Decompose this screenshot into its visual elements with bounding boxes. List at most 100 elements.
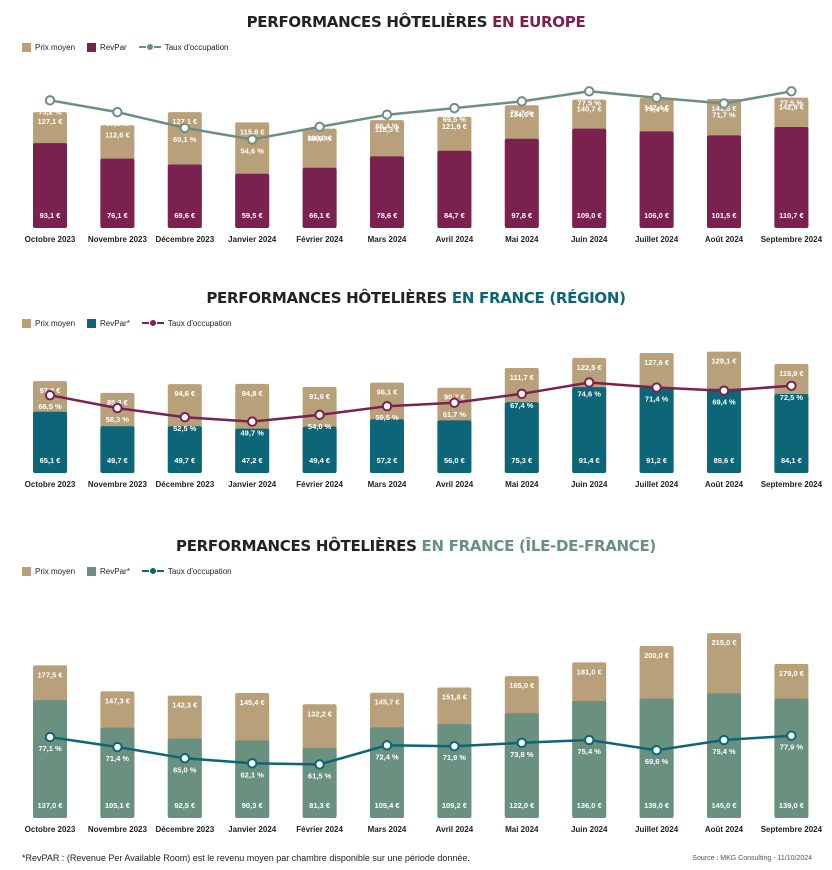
bar-revpar xyxy=(639,131,674,228)
label-revpar: 75,3 € xyxy=(511,456,533,465)
label-revpar: 105,4 € xyxy=(374,801,400,810)
label-occupancy: 71,9 % xyxy=(443,753,467,762)
label-occupancy: 71,4 % xyxy=(106,754,130,763)
legend-item-price: Prix moyen xyxy=(22,318,75,328)
point-occupancy xyxy=(44,390,56,401)
legend-label-revpar: RevPar* xyxy=(100,566,130,576)
label-price: 132,2 € xyxy=(307,709,333,718)
tick-label: Mai 2024 xyxy=(505,480,539,489)
tick-label: Mai 2024 xyxy=(505,825,539,834)
tick-label: Avril 2024 xyxy=(436,235,474,244)
legend-swatch-price xyxy=(22,42,31,52)
legend-swatch-revpar xyxy=(87,318,97,328)
bar-revpar xyxy=(774,393,809,473)
label-revpar: 93,1 € xyxy=(40,211,62,220)
label-price: 177,5 € xyxy=(37,670,63,679)
label-revpar: 106,0 € xyxy=(644,211,670,220)
label-revpar: 66,1 € xyxy=(309,211,331,220)
legend-swatch-price xyxy=(22,318,31,328)
label-revpar: 59,5 € xyxy=(242,211,264,220)
bar-revpar xyxy=(437,150,472,228)
bar-revpar xyxy=(707,135,741,228)
label-occupancy: 60,1 % xyxy=(173,135,197,144)
legend-item-revpar: RevPar xyxy=(87,42,127,52)
point-occupancy xyxy=(247,758,258,769)
point-occupancy xyxy=(247,416,258,427)
legend-item-revpar: RevPar* xyxy=(87,566,130,576)
tick-label: Janvier 2024 xyxy=(228,825,277,834)
label-revpar: 97,8 € xyxy=(511,211,533,220)
label-price: 140,7 € xyxy=(577,105,603,114)
bar-revpar xyxy=(639,387,674,473)
label-occupancy: 77,5 % xyxy=(780,98,804,107)
legend-label-price: Prix moyen xyxy=(35,566,76,576)
label-price: 127,1 € xyxy=(37,117,63,126)
label-revpar: 91,4 € xyxy=(579,456,601,465)
legend-label-occupancy: Taux d'occupation xyxy=(167,318,232,328)
tick-label: Janvier 2024 xyxy=(228,235,277,244)
point-occupancy xyxy=(314,759,325,770)
bar-revpar xyxy=(100,158,135,228)
legend-item-price: Prix moyen xyxy=(22,42,75,52)
label-price: 147,3 € xyxy=(105,696,131,705)
label-price: 127,1 € xyxy=(172,117,198,126)
bar-revpar xyxy=(370,419,404,473)
label-price: 145,7 € xyxy=(374,698,400,707)
tick-label: Février 2024 xyxy=(296,235,343,244)
label-price: 142,3 € xyxy=(172,701,198,710)
label-occupancy: 69,5 % xyxy=(443,115,467,124)
label-revpar: 57,2 € xyxy=(377,456,399,465)
label-price: 145,4 € xyxy=(240,698,266,707)
tick-label: Novembre 2023 xyxy=(88,235,148,244)
label-price: 215,0 € xyxy=(711,638,737,647)
point-occupancy xyxy=(44,95,56,106)
label-occupancy: 67,4 % xyxy=(510,401,534,410)
tick-label: Décembre 2023 xyxy=(155,235,214,244)
label-occupancy: 67,6 % xyxy=(106,119,130,128)
label-occupancy: 75,4 % xyxy=(578,747,602,756)
label-price: 115,9 € xyxy=(779,369,804,378)
label-revpar: 69,6 € xyxy=(174,211,196,220)
bar-revpar xyxy=(504,138,539,228)
point-occupancy xyxy=(179,753,191,764)
label-revpar: 84,7 € xyxy=(444,211,466,220)
tick-label: Juillet 2024 xyxy=(635,235,679,244)
bar-revpar xyxy=(302,167,337,228)
tick-label: Juillet 2024 xyxy=(635,825,679,834)
label-occupancy: 61,7 % xyxy=(443,410,467,419)
label-occupancy: 75,4 % xyxy=(712,747,736,756)
label-price: 109,0 € xyxy=(307,134,333,143)
label-price: 96,1 € xyxy=(377,388,399,397)
tick-label: Décembre 2023 xyxy=(155,480,214,489)
legend-item-price: Prix moyen xyxy=(22,566,76,576)
label-revpar: 49,7 € xyxy=(107,456,129,465)
label-occupancy: 77,9 % xyxy=(780,743,804,752)
bar-revpar xyxy=(572,701,607,818)
tick-label: Septembre 2024 xyxy=(761,235,823,244)
tick-label: Janvier 2024 xyxy=(228,480,277,489)
legend-label-revpar: RevPar* xyxy=(100,318,130,328)
tick-label: Novembre 2023 xyxy=(88,480,148,489)
bar-revpar xyxy=(572,128,607,228)
label-price: 134,6 € xyxy=(509,110,535,119)
label-revpar: 145,0 € xyxy=(711,801,737,810)
label-price: 118,3 € xyxy=(375,125,400,134)
label-revpar: 47,2 € xyxy=(242,456,264,465)
label-occupancy: 72,7 % xyxy=(510,108,534,117)
tick-label: Novembre 2023 xyxy=(88,825,148,834)
point-occupancy xyxy=(651,382,662,393)
label-occupancy: 58,3 % xyxy=(106,415,130,424)
label-revpar: 84,1 € xyxy=(781,456,803,465)
legend-swatch-revpar xyxy=(87,42,97,52)
label-price: 165,0 € xyxy=(509,681,535,690)
bar-revpar xyxy=(33,411,67,473)
legend-swatch-price xyxy=(22,566,31,576)
chart-europe: 127,1 € 93,1 € Octobre 2023 112,6 € 76,1 € No… xyxy=(25,86,823,244)
tick-label: Septembre 2024 xyxy=(761,825,823,834)
bar-revpar xyxy=(100,426,135,473)
bar-revpar xyxy=(167,164,202,228)
bar-revpar xyxy=(707,388,741,473)
legend-idf: Prix moyen RevPar* Taux d'occupation xyxy=(22,566,232,576)
tick-label: Août 2024 xyxy=(705,480,744,489)
